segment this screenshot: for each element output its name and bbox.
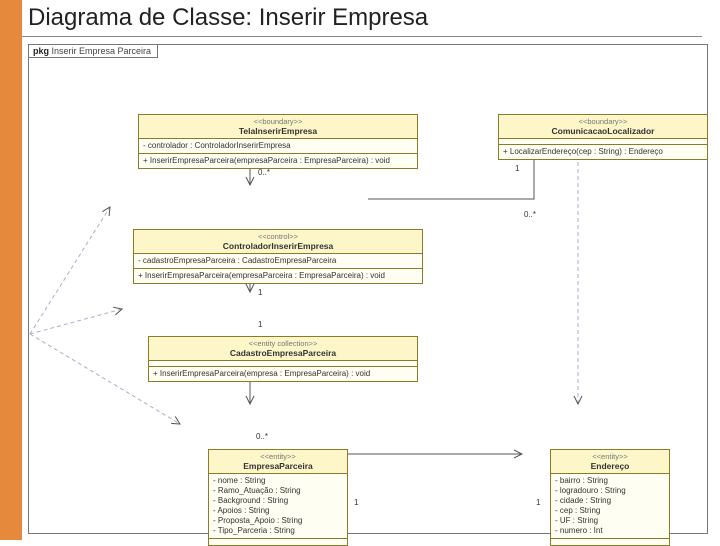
ops: + InserirEmpresaParceira(empresa : Empre…: [149, 367, 417, 381]
stereotype: <<entity>>: [555, 452, 665, 461]
class-name: ControladorInserirEmpresa: [138, 241, 418, 251]
pkg-name: Inserir Empresa Parceira: [52, 46, 152, 56]
class-name: EmpresaParceira: [213, 461, 343, 471]
ops: + InserirEmpresaParceira(empresaParceira…: [139, 154, 417, 168]
attr: - cep : String: [555, 506, 665, 516]
op: + InserirEmpresaParceira(empresa : Empre…: [153, 369, 413, 379]
class-header: <<entity>> Endereço: [551, 450, 669, 474]
attr: - bairro : String: [555, 476, 665, 486]
attrs: - bairro : String - logradouro : String …: [551, 474, 669, 539]
page-title: Diagrama de Classe: Inserir Empresa: [22, 2, 702, 37]
class-name: ComunicacaoLocalizador: [503, 126, 703, 136]
class-cadastro: <<entity collection>> CadastroEmpresaPar…: [148, 336, 418, 382]
mult: 1: [258, 320, 262, 329]
attr: - Tipo_Parceria : String: [213, 526, 343, 536]
accent-sidebar: [0, 0, 22, 540]
stereotype: <<control>>: [138, 232, 418, 241]
mult: 0..*: [256, 432, 268, 441]
attr: - UF : String: [555, 516, 665, 526]
op: + LocalizarEndereço(cep : String) : Ende…: [503, 147, 703, 157]
class-tela: <<boundary>> TelaInserirEmpresa - contro…: [138, 114, 418, 169]
mult: 1: [515, 164, 519, 173]
class-empresa: <<entity>> EmpresaParceira - nome : Stri…: [208, 449, 348, 546]
class-header: <<boundary>> ComunicacaoLocalizador: [499, 115, 707, 139]
attr: - Background : String: [213, 496, 343, 506]
class-comunicacao: <<boundary>> ComunicacaoLocalizador + Lo…: [498, 114, 708, 160]
class-header: <<entity collection>> CadastroEmpresaPar…: [149, 337, 417, 361]
mult: 1: [354, 498, 358, 507]
stereotype: <<entity>>: [213, 452, 343, 461]
package-tab: pkg Inserir Empresa Parceira: [28, 44, 158, 58]
attr: - cadastroEmpresaParceira : CadastroEmpr…: [138, 256, 418, 266]
class-header: <<boundary>> TelaInserirEmpresa: [139, 115, 417, 139]
attrs: - controlador : ControladorInserirEmpres…: [139, 139, 417, 154]
attr: - controlador : ControladorInserirEmpres…: [143, 141, 413, 151]
class-name: CadastroEmpresaParceira: [153, 348, 413, 358]
stereotype: <<boundary>>: [503, 117, 703, 126]
attr: - numero : Int: [555, 526, 665, 536]
attrs: - nome : String - Ramo_Atuação : String …: [209, 474, 347, 539]
ops: [551, 539, 669, 545]
class-name: TelaInserirEmpresa: [143, 126, 413, 136]
class-header: <<control>> ControladorInserirEmpresa: [134, 230, 422, 254]
stereotype: <<entity collection>>: [153, 339, 413, 348]
attr: - logradouro : String: [555, 486, 665, 496]
class-name: Endereço: [555, 461, 665, 471]
stereotype: <<boundary>>: [143, 117, 413, 126]
mult: 0..*: [258, 168, 270, 177]
mult: 0..*: [524, 210, 536, 219]
attrs: - cadastroEmpresaParceira : CadastroEmpr…: [134, 254, 422, 269]
op: + InserirEmpresaParceira(empresaParceira…: [138, 271, 418, 281]
ops: + InserirEmpresaParceira(empresaParceira…: [134, 269, 422, 283]
class-endereco: <<entity>> Endereço - bairro : String - …: [550, 449, 670, 546]
pkg-prefix: pkg: [33, 46, 49, 56]
ops: + LocalizarEndereço(cep : String) : Ende…: [499, 145, 707, 159]
attr: - nome : String: [213, 476, 343, 486]
attr: - Apoios : String: [213, 506, 343, 516]
mult: 1: [258, 288, 262, 297]
attr: - cidade : String: [555, 496, 665, 506]
op: + InserirEmpresaParceira(empresaParceira…: [143, 156, 413, 166]
class-header: <<entity>> EmpresaParceira: [209, 450, 347, 474]
ops: [209, 539, 347, 545]
attr: - Ramo_Atuação : String: [213, 486, 343, 496]
attr: - Proposta_Apoio : String: [213, 516, 343, 526]
mult: 1: [536, 498, 540, 507]
class-controlador: <<control>> ControladorInserirEmpresa - …: [133, 229, 423, 284]
